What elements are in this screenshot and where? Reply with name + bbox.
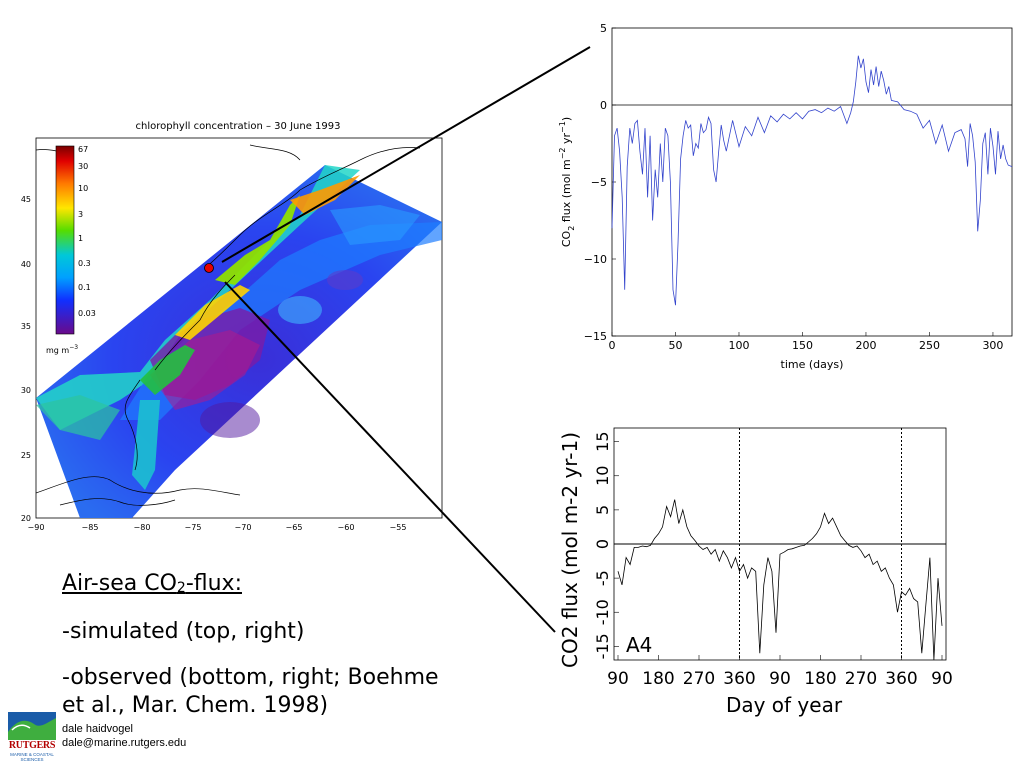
sim-plot-frame xyxy=(611,27,1013,337)
colorbar-unit: mg m−3 xyxy=(46,344,78,355)
sim-ytick-label: 5 xyxy=(600,22,607,35)
caption-simulated: -simulated (top, right) xyxy=(62,619,305,644)
map-xtick: −65 xyxy=(286,523,303,532)
map-ytick: 35 xyxy=(21,322,31,331)
colorbar-tick: 0.3 xyxy=(78,259,91,268)
obs-ytick-label: 0 xyxy=(593,539,612,549)
sim-ytick-label: −5 xyxy=(591,176,607,189)
author-info: dale haidvogel dale@marine.rutgers.edu xyxy=(62,712,186,750)
sim-xtick-label: 100 xyxy=(728,339,749,352)
map-xtick: −85 xyxy=(82,523,99,532)
connector-line-top xyxy=(221,46,591,263)
obs-ytick-label: -5 xyxy=(593,570,612,586)
sim-ytick-label: −10 xyxy=(584,253,607,266)
coastline xyxy=(35,144,421,506)
obs-xtick-label: 360 xyxy=(885,669,917,689)
map-colorbar: 67 30 10 3 1 0.3 0.1 0.03 mg m−3 xyxy=(46,145,96,355)
sim-xtick-label: 300 xyxy=(982,339,1003,352)
obs-ytick-label: 10 xyxy=(593,466,612,486)
colorbar-tick: 0.1 xyxy=(78,283,91,292)
obs-xtick-label: 90 xyxy=(607,669,629,689)
obs-xlabel: Day of year xyxy=(726,693,843,717)
obs-xtick-label: 90 xyxy=(931,669,953,689)
colorbar-tick: 67 xyxy=(78,145,88,154)
sim-xtick-label: 200 xyxy=(855,339,876,352)
sim-xtick-label: 50 xyxy=(668,339,682,352)
station-marker xyxy=(204,263,214,273)
sim-xtick-label: 150 xyxy=(792,339,813,352)
map-xtick: −55 xyxy=(390,523,407,532)
sim-xlabel: time (days) xyxy=(781,358,844,371)
obs-series-line xyxy=(617,499,943,661)
sim-series-line xyxy=(611,55,1013,306)
footer: RUTGERS MARINE & COASTAL SCIENCES dale h… xyxy=(8,712,186,762)
map-xtick: −80 xyxy=(134,523,151,532)
observed-flux-chart: 90 180 270 360 90 180 270 360 90 15 10 5 0 -5 -10 -15 A… xyxy=(558,427,953,717)
sim-ylabel: CO2 flux (mol m−2 yr−1) xyxy=(558,117,576,247)
map-ytick: 40 xyxy=(21,260,31,269)
author-name: dale haidvogel xyxy=(62,723,133,735)
chlorophyll-map: chlorophyll concentration – 30 June 1993 xyxy=(21,121,443,532)
sim-xtick-label: 0 xyxy=(609,339,616,352)
map-ytick: 25 xyxy=(21,451,31,460)
colorbar-tick: 3 xyxy=(78,210,83,219)
colorbar-tick: 30 xyxy=(78,162,88,171)
obs-ylabel: CO2 flux (mol m-2 yr-1) xyxy=(558,432,582,668)
map-xtick: −75 xyxy=(185,523,202,532)
sim-ytick-label: 0 xyxy=(600,99,607,112)
colorbar-tick: 10 xyxy=(78,184,88,193)
map-ytick: 45 xyxy=(21,195,31,204)
sim-xtick-label: 250 xyxy=(919,339,940,352)
author-email[interactable]: dale@marine.rutgers.edu xyxy=(62,737,187,749)
map-xtick: −60 xyxy=(338,523,355,532)
obs-ytick-label: -15 xyxy=(593,633,612,659)
map-axes: −90 −85 −80 −75 −70 −65 −60 −55 20 25 30… xyxy=(21,195,407,532)
obs-xtick-label: 90 xyxy=(769,669,791,689)
obs-axes: 90 180 270 360 90 180 270 360 90 15 10 5 0 -5 -10 -15 xyxy=(593,428,953,689)
connector-line-bottom xyxy=(224,281,556,633)
caption-title: Air-sea CO2-flux: xyxy=(62,571,242,596)
map-xtick: −70 xyxy=(235,523,252,532)
obs-xtick-label: 270 xyxy=(683,669,715,689)
obs-xtick-label: 180 xyxy=(642,669,674,689)
obs-ytick-label: 5 xyxy=(593,505,612,515)
map-ytick: 30 xyxy=(21,386,31,395)
obs-xtick-label: 270 xyxy=(845,669,877,689)
map-xtick: −90 xyxy=(28,523,45,532)
colorbar-tick: 1 xyxy=(78,234,83,243)
wave-icon xyxy=(8,712,56,740)
obs-xtick-label: 180 xyxy=(804,669,836,689)
colorbar-tick: 0.03 xyxy=(78,309,96,318)
obs-ytick-label: -10 xyxy=(593,599,612,625)
obs-ytick-label: 15 xyxy=(593,431,612,451)
obs-panel-label: A4 xyxy=(626,633,652,657)
map-ytick: 20 xyxy=(21,514,31,523)
caption-observed: -observed (bottom, right; Boehme et al.,… xyxy=(62,665,439,718)
rutgers-logo: RUTGERS MARINE & COASTAL SCIENCES xyxy=(8,712,56,762)
sim-ytick-label: −15 xyxy=(584,330,607,343)
map-title: chlorophyll concentration – 30 June 1993 xyxy=(135,121,340,132)
obs-xtick-label: 360 xyxy=(723,669,755,689)
map-imagery xyxy=(36,165,442,518)
